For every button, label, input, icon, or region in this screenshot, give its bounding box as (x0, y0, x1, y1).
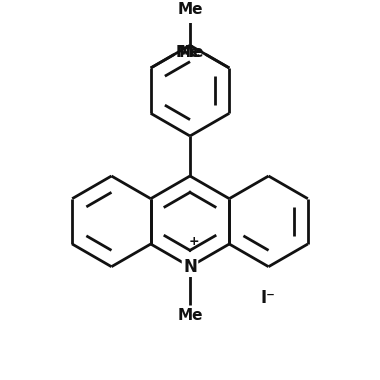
Text: N: N (183, 258, 197, 276)
Text: Me: Me (176, 46, 201, 60)
Text: Me: Me (177, 308, 203, 323)
Text: Me: Me (177, 2, 203, 17)
Text: Me: Me (179, 46, 204, 60)
Text: +: + (189, 235, 200, 248)
Text: I⁻: I⁻ (260, 289, 275, 307)
